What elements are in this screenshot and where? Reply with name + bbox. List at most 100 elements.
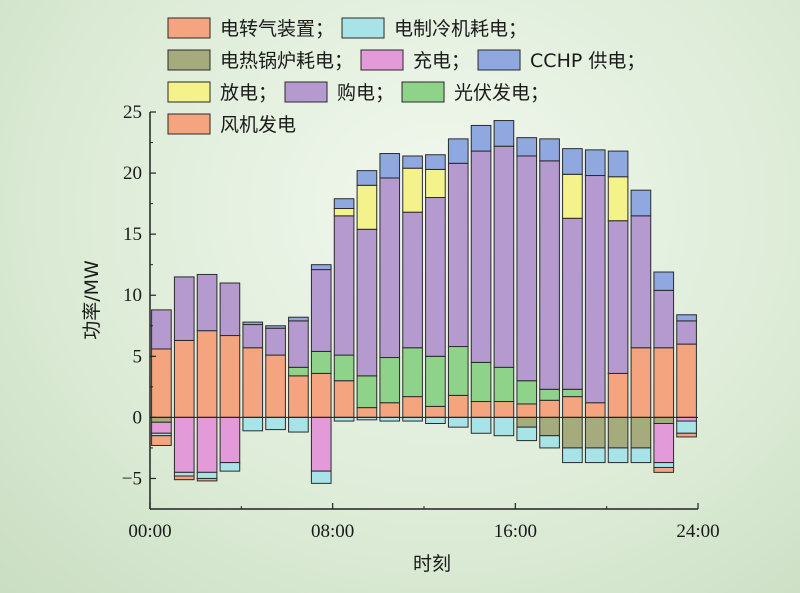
bars-layer [151,120,697,484]
bar-segment [447,394,469,418]
bar-segment [470,416,492,434]
bar-segment [676,420,697,434]
bar-segment [447,162,469,348]
bar-segment [265,416,286,431]
legend-swatch [341,17,385,39]
bar-segment [356,170,378,186]
bar-segment [288,416,309,433]
legend-swatch [167,81,211,103]
bar-segment [333,208,355,217]
bar-segment [447,138,469,164]
bar-segment [379,177,401,359]
bar-segment [653,271,675,291]
legend-swatch [167,49,211,71]
bar-segment [516,380,538,405]
bar-segment [242,324,264,349]
bar-segment [676,432,697,438]
bar-segment [562,388,583,398]
bar-segment [630,416,652,449]
bar-segment [676,343,697,418]
bar-segment [539,399,560,418]
legend-label: 购电； [337,82,394,104]
bar-segment [196,273,218,332]
bar-segment [333,416,355,422]
bar-segment [219,462,241,472]
bar-segment [607,220,629,374]
bar-segment [173,276,195,341]
bar-segment [310,264,332,271]
bar-segment [402,347,423,398]
bar-segment [516,137,538,157]
bar-segment [379,402,401,418]
bar-segment [333,354,355,382]
bar-segment [265,354,286,418]
bar-segment [425,405,446,418]
legend-swatch [167,17,211,39]
bar-segment [288,366,309,377]
bar-segment [516,426,538,442]
bar-segment [219,282,241,337]
legend: 电转气装置； 电制冷机耗电； 电热锅炉耗电； 充电； CCHP 供电； 放电； 购电； 光伏发… [167,17,645,136]
bar-segment [470,361,492,403]
y-tick-label: −5 [122,468,142,489]
bar-segment [333,198,355,210]
bar-segment [196,330,218,418]
bar-segment [470,150,492,363]
bar-segment [402,396,423,418]
bar-segment [242,347,264,418]
bar-segment [288,375,309,418]
bar-segment [607,416,629,449]
bar-segment [584,402,606,418]
legend-item: CCHP 供电； [477,49,645,72]
bar-segment [493,416,515,437]
x-tick-label: 24:00 [676,521,719,542]
y-axis-title: 功率/MW [81,260,103,340]
bar-segment [630,215,652,349]
bar-segment [607,150,629,178]
bar-segment [470,124,492,152]
legend-swatch [360,49,404,71]
legend-swatch [401,81,445,103]
bar-segment [310,372,332,418]
bar-segment [562,416,583,449]
bar-segment [653,462,675,468]
bar-segment [607,176,629,222]
legend-item: 风机发电 [167,113,296,136]
legend-item: 电热锅炉耗电； [167,49,353,72]
bar-segment [356,228,378,377]
legend-item: 光伏发电； [401,81,549,104]
bar-segment [425,197,446,357]
bar-segment [493,120,515,147]
bar-segment [173,471,195,477]
bar-segment [447,346,469,396]
legend-item: 购电； [284,81,394,104]
bar-segment [676,314,697,322]
bar-segment [676,320,697,345]
legend-label: 电制冷机耗电； [394,18,527,40]
bar-segment [653,347,675,418]
bar-segment [493,401,515,418]
bar-segment [402,416,423,422]
legend-item: 电制冷机耗电； [341,17,527,40]
y-tick-label: 25 [123,102,142,123]
bar-segment [151,421,172,434]
bar-segment [630,347,652,418]
bar-segment [379,357,401,404]
bar-segment [516,403,538,418]
bar-segment [242,416,264,432]
bar-segment [402,167,423,213]
legend-label: 放电； [220,82,277,104]
bar-segment [539,416,560,437]
legend-label: 光伏发电； [454,82,549,104]
y-tick-label: 5 [133,346,143,367]
bar-segment [151,435,172,446]
bar-segment [173,416,195,473]
bar-segment [516,416,538,428]
bar-segment [425,154,446,170]
bar-segment [379,416,401,422]
bar-segment [151,348,172,418]
bar-segment [539,138,560,162]
bar-segment [356,407,378,418]
axes-layer: −5 0 5 10 15 20 25 00:00 08:00 16:00 24:00 [122,102,720,542]
